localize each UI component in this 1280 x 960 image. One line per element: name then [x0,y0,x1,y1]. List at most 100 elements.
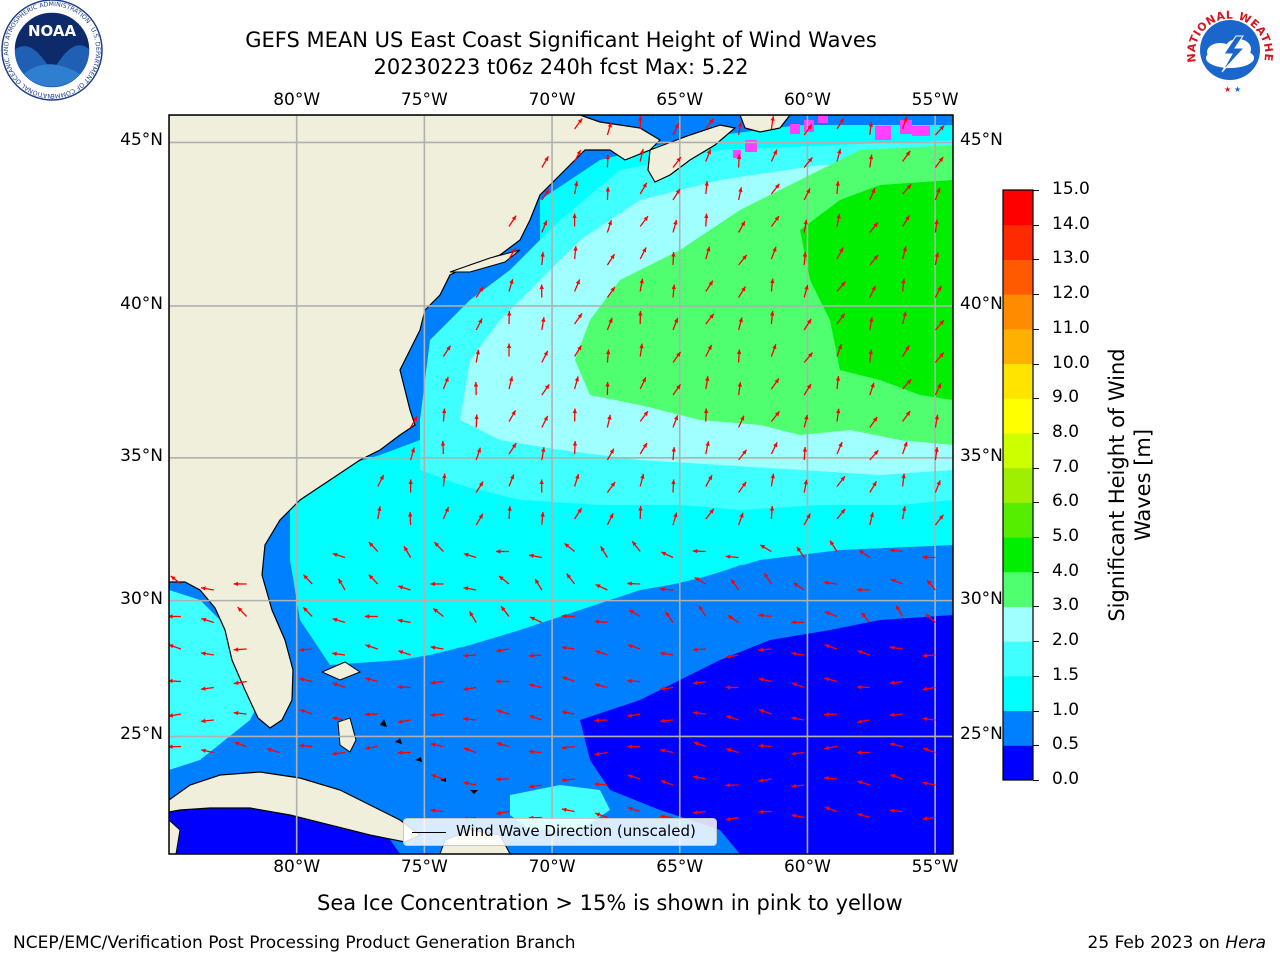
wave-arrow [332,651,346,657]
wave-arrow [889,742,903,748]
wave-arrow [606,448,615,461]
wave-arrow [705,376,710,390]
wave-region-gulf [169,590,260,770]
wave-arrow [574,345,582,357]
wave-arrow [442,473,447,487]
wave-arrow [475,447,482,461]
wave-arrow [770,442,778,455]
lon-tick-top: 70°W [528,90,576,110]
wave-arrow [803,157,813,168]
wave-arrow [725,748,739,754]
colorbar-tick: 13.0 [1052,248,1090,269]
lon-tick-top: 75°W [400,90,448,110]
wave-arrow [856,750,870,755]
lon-tick-bottom: 70°W [528,857,576,877]
wave-arrow [725,554,739,559]
wave-arrow [299,647,313,652]
wave-arrow [639,148,645,162]
wave-arrow [365,644,379,650]
wave-arrow [856,719,870,724]
wave-arrow [169,644,182,650]
wave-arrow [704,213,709,227]
wave-arrow [541,155,549,168]
wave-arrow [606,253,616,266]
wave-arrow [506,343,512,357]
wave-arrow [659,814,674,819]
wave-arrow [758,613,772,618]
wave-arrow [508,376,514,390]
wave-arrow [705,441,710,455]
wave-arrow [796,546,805,558]
land-north-america [169,115,661,729]
wave-arrow [234,741,247,748]
colorbar-swatch [1003,328,1033,365]
wave-arrow [672,415,679,428]
wave-arrow [397,719,411,724]
wave-arrow [705,280,714,292]
wave-arrow [869,285,877,298]
wave-arrow [672,188,681,201]
wave-arrow [408,511,413,526]
colorbar-tick: 2.0 [1052,630,1080,651]
wave-arrow [463,586,477,591]
colorbar-tick: 1.5 [1052,664,1080,685]
wave-arrow [299,709,313,715]
colorbar-swatch [1003,467,1033,503]
wave-arrow [725,685,739,690]
wave-arrow [561,745,575,750]
wave-arrow [835,408,841,422]
wave-arrow [507,505,512,520]
wave-arrow [824,806,838,813]
wave-arrow [475,349,480,363]
wave-arrow [836,281,846,292]
wave-arrow [500,605,510,617]
wave-arrow [574,118,583,130]
wave-arrow [824,745,838,751]
colorbar-tick-mark [1033,398,1039,400]
wave-arrow [539,284,544,298]
wave-arrow [541,317,546,331]
wave-arrow [791,620,805,625]
wave-arrow [606,414,612,428]
wave-arrow [890,578,903,585]
wave-arrow [889,712,903,717]
wave-arrow [627,744,641,749]
wave-arrow [377,506,382,520]
wave-arrow [397,618,411,624]
wave-arrow [758,743,772,749]
wave-arrow [705,508,715,520]
wave-arrow [606,317,613,331]
wave-arrow [692,775,706,780]
wave-arrow [573,245,578,260]
wave-arrow [200,718,214,724]
wave-arrow [605,186,611,201]
wave-region-0-0.5 [580,615,953,854]
wave-arrow [638,505,643,520]
wave-arrow [922,686,936,691]
lat-tick-right: 40°N [960,293,1003,314]
wave-arrow [237,606,248,617]
footer-machine: Hera [1225,933,1266,953]
wave-arrow [922,747,936,754]
colorbar [1002,189,1034,781]
wave-arrow [730,578,740,591]
wave-arrow [528,784,542,789]
wave-arrow [468,611,477,623]
wave-arrow [627,713,641,718]
map-frame [168,114,954,855]
wave-arrow [463,716,477,722]
wave-arrow [692,810,706,815]
colorbar-swatch [1003,224,1033,260]
footer-left: NCEP/EMC/Verification Post Processing Pr… [13,933,576,953]
wave-arrow [432,607,444,618]
wave-arrow [529,715,543,721]
wave-arrow [541,188,550,201]
wave-arrow [440,440,446,455]
graticule [169,115,953,854]
wave-arrow [770,246,777,260]
wave-arrow [496,810,510,816]
colorbar-tick-mark [1033,745,1039,747]
wave-arrow [836,441,843,455]
wave-arrow [528,749,542,755]
wave-arrow [802,446,808,461]
